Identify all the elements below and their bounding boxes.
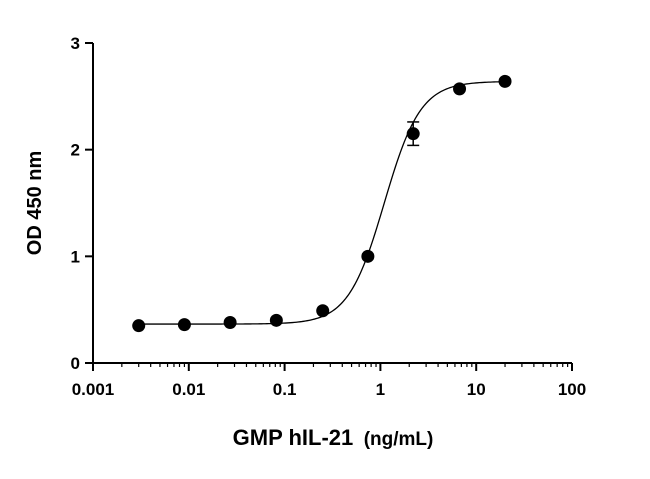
- x-axis-title-unit: (ng/mL): [364, 429, 434, 450]
- y-tick-label: 3: [71, 34, 80, 53]
- x-tick-label: 10: [467, 380, 486, 399]
- x-tick-label: 100: [558, 380, 586, 399]
- data-point: [498, 74, 512, 88]
- fit-curve: [138, 81, 506, 325]
- y-tick-label: 0: [71, 354, 80, 373]
- y-axis-title: OD 450 nm: [24, 151, 46, 255]
- data-points: [132, 74, 512, 333]
- data-point: [361, 249, 375, 263]
- data-point: [177, 318, 191, 332]
- x-tick-label: 0.1: [273, 380, 297, 399]
- x-tick-label: 1: [376, 380, 385, 399]
- x-axis-title: GMP hIL-21 (ng/mL): [233, 425, 434, 450]
- data-point: [223, 315, 237, 329]
- y-tick-label: 2: [71, 141, 80, 160]
- axes: 0 1 2 3 0.001 0.01 0.1 1 10 100: [71, 34, 587, 399]
- data-point: [269, 313, 283, 327]
- y-tick-label: 1: [71, 247, 80, 266]
- x-axis-title-main: GMP hIL-21: [233, 425, 354, 450]
- x-tick-label: 0.001: [72, 380, 115, 399]
- data-point: [453, 82, 467, 96]
- data-point: [132, 319, 146, 333]
- data-point: [406, 127, 420, 141]
- data-point: [316, 304, 330, 318]
- x-tick-label: 0.01: [172, 380, 205, 399]
